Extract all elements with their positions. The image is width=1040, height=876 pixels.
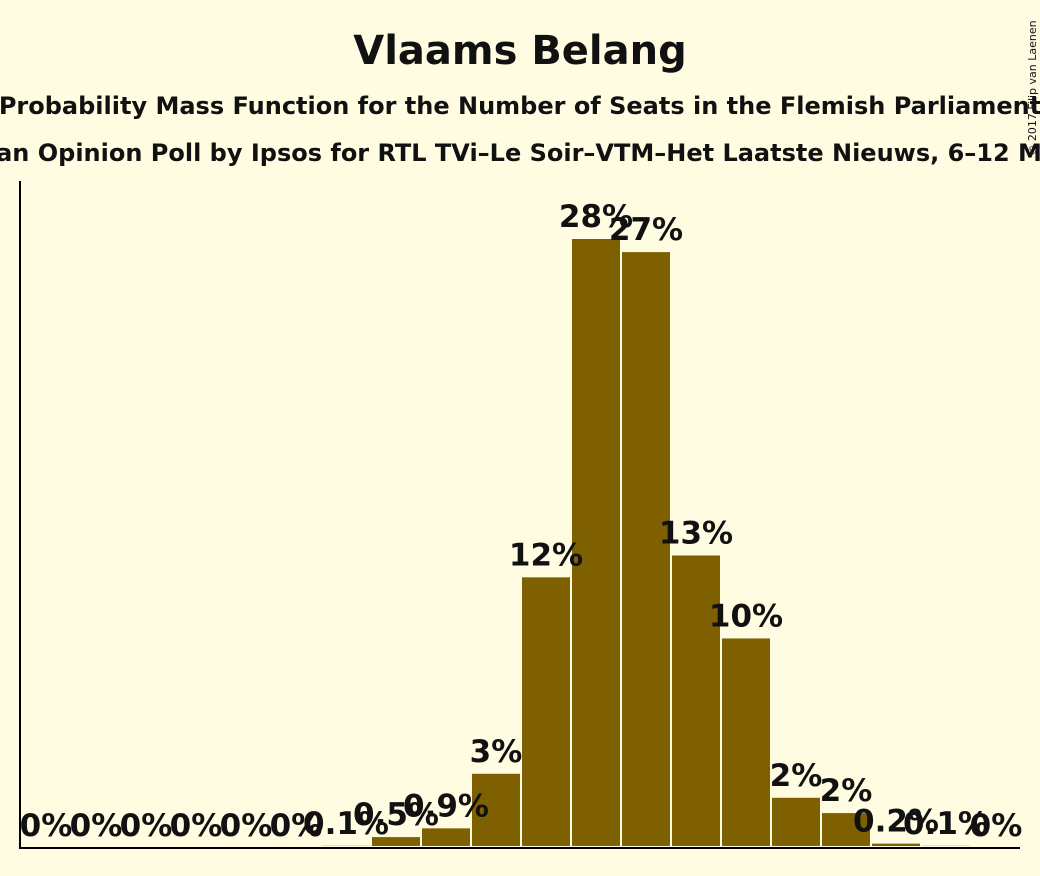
bar-value-label: 27% bbox=[609, 212, 683, 248]
chart-subtitle: Probability Mass Function for the Number… bbox=[0, 92, 1040, 120]
bar-label-group: 0%0%0%0%0%0%0.1%0.5%0.9%3%12%28%27%13%10… bbox=[20, 199, 1023, 844]
bar-value-label: 28% bbox=[559, 199, 633, 235]
copyright-credit: © 2017 Filip van Laenen bbox=[1026, 20, 1039, 155]
bar-value-label: 0% bbox=[270, 808, 323, 844]
bar-value-label: 0% bbox=[20, 808, 73, 844]
bar-value-label: 0.1% bbox=[303, 806, 389, 842]
bar bbox=[320, 843, 372, 848]
bar-value-label: 3% bbox=[470, 734, 523, 770]
bar-group bbox=[320, 237, 972, 849]
bar bbox=[720, 636, 772, 848]
bar bbox=[520, 575, 572, 848]
bar-value-label: 0.1% bbox=[903, 806, 989, 842]
bar-value-label: 13% bbox=[659, 516, 733, 552]
bar bbox=[920, 843, 972, 848]
bar-value-label: 2% bbox=[820, 773, 873, 809]
bar-value-label: 0% bbox=[70, 808, 123, 844]
chart-title: Vlaams Belang bbox=[353, 28, 687, 74]
chart-source: Based on an Opinion Poll by Ipsos for RT… bbox=[0, 139, 1040, 167]
bar bbox=[770, 795, 822, 849]
bar bbox=[470, 771, 522, 849]
bar-value-label: 0.5% bbox=[353, 797, 439, 833]
bar-value-label: 0% bbox=[220, 808, 273, 844]
bar-value-label: 0% bbox=[170, 808, 223, 844]
bar-value-label: 0% bbox=[120, 808, 173, 844]
bar-value-label: 0.2% bbox=[853, 804, 939, 840]
bar bbox=[870, 841, 922, 848]
bar-value-label: 2% bbox=[770, 758, 823, 794]
bar-value-label: 10% bbox=[709, 598, 783, 634]
bar-value-label: 12% bbox=[509, 537, 583, 573]
bar-value-label: 0% bbox=[970, 808, 1023, 844]
bar-value-label: 0.9% bbox=[403, 788, 489, 824]
